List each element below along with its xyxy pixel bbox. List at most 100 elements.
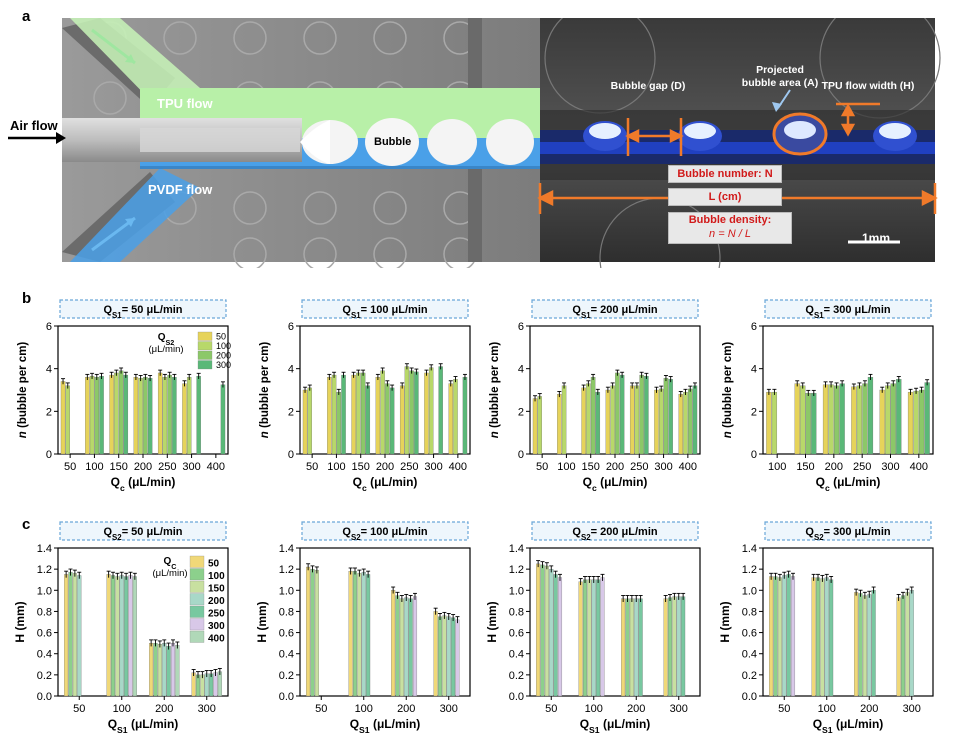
pvdf-flow-label: PVDF flow [148,182,213,197]
bar [777,577,782,697]
legend-swatch [197,360,213,370]
projected-area-label-2: bubble area (A) [741,77,819,89]
y-tick-label: 1.2 [742,564,757,576]
chart-title: QS1= 200 μL/min [572,304,657,320]
bar [191,672,196,697]
bar [365,385,371,455]
legend-title-units: (μL/min) [152,568,187,579]
bar [858,593,863,697]
bar [220,384,226,455]
bar [366,574,371,697]
legend-swatch [189,593,205,606]
bar [587,579,592,697]
bar [862,383,868,455]
bar [815,577,821,697]
bar [833,385,840,455]
bar [399,385,405,455]
chart-title-box [59,299,227,319]
bar [654,389,659,455]
y-tick-label: 0.0 [37,691,52,703]
bar [644,375,649,455]
bar [578,581,583,697]
bar [157,372,163,455]
x-tick-label: 50 [306,461,318,473]
bar [822,384,829,455]
bar [851,386,857,455]
x-tick-label: 50 [64,461,76,473]
bar [186,377,192,455]
bar [213,672,218,697]
y-tick-label: 0.6 [742,628,757,640]
bar [380,370,385,455]
bar [455,619,460,697]
bar [634,385,640,455]
bar [217,671,222,697]
bar [306,566,311,697]
y-axis-label: H (mm) [718,601,732,642]
air-flow-label: Air flow [10,118,58,133]
bar [918,389,925,455]
bar [341,374,346,455]
chart-c-qs2-300: QS2= 300 μL/min 0.0 0.2 0.4 0.6 0.8 1.0 1.2 1.4 H… [718,521,934,735]
bar [890,383,896,455]
x-tick-label: 300 [881,461,899,473]
bar [629,385,635,455]
bar [532,398,538,455]
x-tick-label: 300 [424,461,442,473]
y-tick-label: 0 [288,449,294,461]
bar [64,574,69,697]
chart-title: QS2= 50 μL/min [103,526,182,542]
projected-area-label-1: Projected [756,64,804,76]
x-tick-label: 300 [182,461,200,473]
y-tick-label: 0.0 [279,691,294,703]
bar [885,385,891,455]
bar [451,617,456,697]
bar [800,385,806,455]
y-tick-label: 6 [46,321,52,333]
bar [72,573,77,697]
bar [582,579,588,697]
x-tick-label: 100 [85,461,103,473]
legend-label: 200 [208,596,225,607]
bar [590,377,596,455]
bar [414,371,419,455]
bar [678,394,683,455]
bar [132,576,137,697]
bar [153,642,158,697]
bubble-gap-label: Bubble gap (D) [610,80,686,92]
bar [581,387,586,455]
bar [663,378,669,455]
x-tick-label: 100 [113,703,131,715]
bar [773,576,778,697]
legend-label: 300 [208,621,225,632]
bar [428,367,434,455]
bar [118,370,124,455]
legend-label: 150 [208,584,225,595]
bubble-3 [427,119,477,165]
legend-swatch [189,580,205,593]
bar [811,577,816,697]
bar [65,385,70,455]
bar [352,571,358,697]
bar [106,574,111,697]
bar [621,598,626,697]
bar [433,611,438,697]
x-tick-label: 250 [630,461,648,473]
legend-swatch [197,341,213,351]
bar [805,393,811,455]
chart-title-box [301,299,469,319]
y-tick-label: 2 [288,406,294,418]
bar [769,576,774,697]
legend-title: QC [164,556,177,571]
y-tick-label: 0.6 [509,628,524,640]
x-tick-label: 50 [73,703,85,715]
bar [867,594,872,697]
y-tick-label: 0.8 [279,606,294,618]
bar [896,597,901,697]
x-tick-label: 300 [440,703,458,715]
x-tick-label: 150 [110,461,128,473]
bar [771,391,778,455]
bar [537,396,542,455]
bar [399,598,404,697]
bar [119,575,124,697]
